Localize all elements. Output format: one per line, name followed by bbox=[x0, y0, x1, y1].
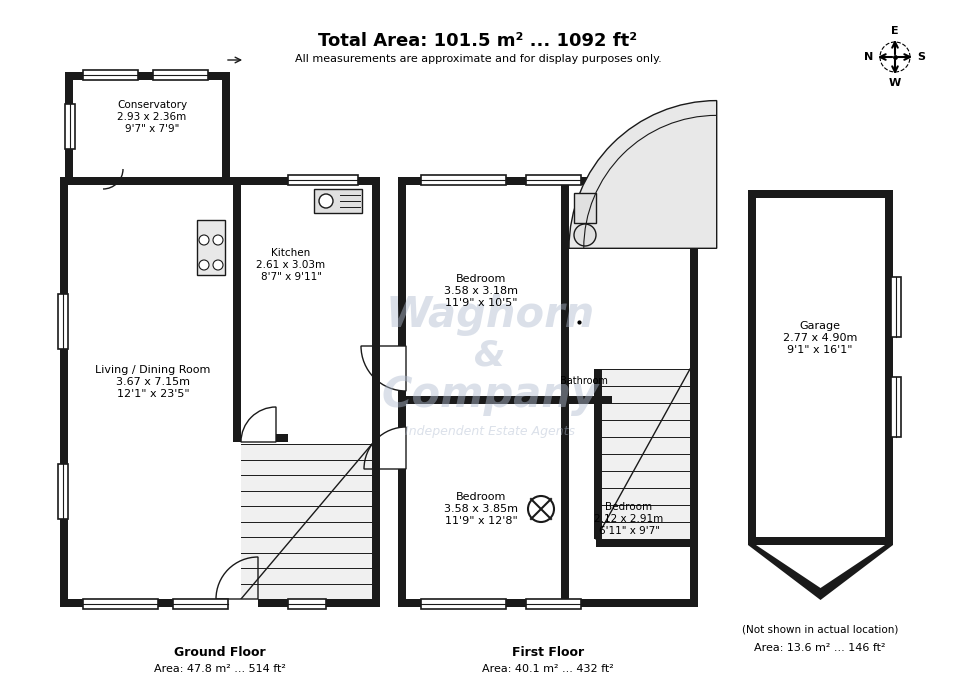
Bar bbox=[173, 599, 228, 609]
Text: E: E bbox=[891, 26, 899, 36]
Bar bbox=[526, 599, 581, 609]
Circle shape bbox=[574, 224, 596, 246]
Bar bbox=[421, 599, 506, 609]
Text: First Floor: First Floor bbox=[512, 646, 584, 658]
Bar bbox=[65, 72, 230, 177]
Bar bbox=[288, 599, 326, 607]
Bar bbox=[241, 444, 372, 599]
Bar bbox=[406, 185, 690, 599]
Text: Ground Floor: Ground Floor bbox=[174, 646, 266, 658]
Bar bbox=[561, 185, 569, 404]
Bar bbox=[60, 177, 380, 607]
Bar bbox=[58, 294, 68, 349]
Bar bbox=[241, 434, 276, 442]
Bar bbox=[398, 346, 406, 391]
Bar bbox=[153, 70, 208, 80]
Text: Kitchen
2.61 x 3.03m
8'7" x 9'11": Kitchen 2.61 x 3.03m 8'7" x 9'11" bbox=[257, 248, 325, 281]
Bar bbox=[288, 599, 326, 609]
Text: N: N bbox=[864, 52, 873, 62]
Text: Bathroom: Bathroom bbox=[560, 376, 608, 386]
Bar bbox=[197, 220, 225, 275]
Text: Bedroom
3.58 x 3.18m
11'9" x 10'5": Bedroom 3.58 x 3.18m 11'9" x 10'5" bbox=[444, 275, 518, 308]
Polygon shape bbox=[748, 545, 893, 600]
Bar bbox=[314, 189, 362, 213]
Bar bbox=[594, 369, 602, 539]
Text: Garage
2.77 x 4.90m
9'1" x 16'1": Garage 2.77 x 4.90m 9'1" x 16'1" bbox=[783, 321, 858, 354]
Bar bbox=[891, 377, 901, 437]
Circle shape bbox=[213, 260, 223, 270]
Bar bbox=[288, 175, 358, 185]
Text: Waghorn: Waghorn bbox=[385, 294, 595, 336]
Bar bbox=[83, 599, 158, 609]
Text: S: S bbox=[917, 52, 925, 62]
Bar bbox=[65, 104, 75, 149]
Text: &: & bbox=[474, 338, 506, 372]
Bar bbox=[68, 185, 372, 599]
Bar bbox=[233, 185, 241, 434]
Circle shape bbox=[199, 235, 209, 245]
Text: All measurements are approximate and for display purposes only.: All measurements are approximate and for… bbox=[295, 54, 662, 64]
Circle shape bbox=[213, 235, 223, 245]
Bar bbox=[233, 434, 288, 442]
Bar bbox=[58, 464, 68, 519]
Bar bbox=[73, 80, 222, 169]
Text: Company: Company bbox=[381, 374, 599, 416]
Text: Conservatory
2.93 x 2.36m
9'7" x 7'9": Conservatory 2.93 x 2.36m 9'7" x 7'9" bbox=[117, 100, 187, 133]
Bar bbox=[406, 396, 612, 404]
Bar bbox=[756, 198, 885, 537]
Text: W: W bbox=[889, 78, 902, 88]
Wedge shape bbox=[569, 101, 716, 248]
Bar bbox=[596, 369, 690, 539]
Bar bbox=[73, 169, 222, 177]
Text: Bedroom
3.58 x 3.85m
11'9" x 12'8": Bedroom 3.58 x 3.85m 11'9" x 12'8" bbox=[444, 492, 518, 525]
Bar bbox=[398, 177, 698, 607]
Bar bbox=[526, 175, 581, 185]
Bar bbox=[216, 599, 258, 607]
Text: Total Area: 101.5 m² ... 1092 ft²: Total Area: 101.5 m² ... 1092 ft² bbox=[318, 32, 638, 50]
Text: Living / Dining Room
3.67 x 7.15m
12'1" x 23'5": Living / Dining Room 3.67 x 7.15m 12'1" … bbox=[95, 366, 211, 399]
Text: Area: 40.1 m² ... 432 ft²: Area: 40.1 m² ... 432 ft² bbox=[482, 664, 613, 674]
Bar bbox=[596, 539, 690, 547]
Bar bbox=[561, 404, 569, 599]
Circle shape bbox=[528, 496, 554, 522]
Text: Bedroom
2.12 x 2.91m
6'11" x 9'7": Bedroom 2.12 x 2.91m 6'11" x 9'7" bbox=[595, 502, 663, 536]
Bar bbox=[891, 277, 901, 337]
Circle shape bbox=[319, 194, 333, 208]
Text: Area: 47.8 m² ... 514 ft²: Area: 47.8 m² ... 514 ft² bbox=[154, 664, 286, 674]
Text: (Not shown in actual location): (Not shown in actual location) bbox=[742, 625, 899, 635]
Bar bbox=[574, 193, 596, 223]
Bar bbox=[83, 70, 138, 80]
Text: Independent Estate Agents: Independent Estate Agents bbox=[405, 425, 575, 437]
Circle shape bbox=[199, 260, 209, 270]
Bar bbox=[421, 175, 506, 185]
Polygon shape bbox=[756, 545, 885, 588]
Text: Area: 13.6 m² ... 146 ft²: Area: 13.6 m² ... 146 ft² bbox=[755, 643, 886, 653]
Bar bbox=[103, 169, 143, 177]
Bar bbox=[398, 427, 406, 469]
Bar bbox=[748, 190, 893, 545]
